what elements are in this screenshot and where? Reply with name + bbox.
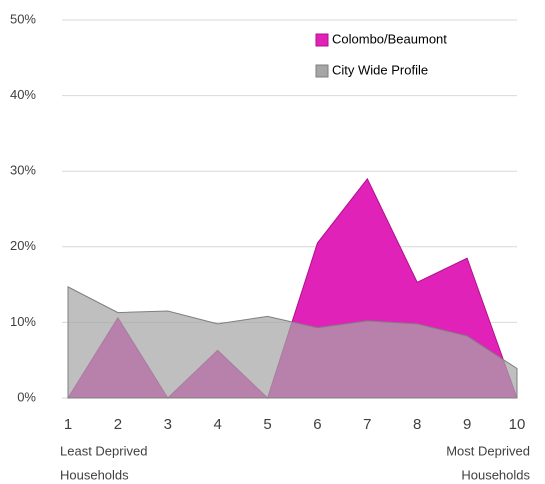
annotation: Least Deprived [60, 443, 147, 458]
x-tick-label: 10 [509, 416, 526, 433]
y-tick-label: 20% [10, 238, 36, 253]
x-tick-label: 7 [363, 416, 371, 433]
x-tick-label: 4 [213, 416, 221, 433]
x-tick-label: 3 [164, 416, 172, 433]
y-tick-label: 10% [10, 314, 36, 329]
x-tick-label: 9 [463, 416, 471, 433]
x-tick-label: 1 [64, 416, 72, 433]
x-tick-label: 8 [413, 416, 421, 433]
y-tick-label: 30% [10, 163, 36, 178]
legend-swatch [315, 33, 329, 47]
annotation: Most Deprived [446, 443, 530, 458]
y-tick-label: 50% [10, 11, 36, 26]
legend-label: City Wide Profile [332, 62, 428, 77]
legend-label: Colombo/Beaumont [332, 31, 447, 46]
x-tick-label: 5 [263, 416, 271, 433]
annotation: Households [60, 467, 129, 482]
y-tick-label: 0% [17, 389, 36, 404]
area [67, 286, 518, 399]
legend-swatch [315, 64, 329, 78]
annotation: Households [461, 467, 530, 482]
x-tick-label: 6 [313, 416, 321, 433]
x-tick-label: 2 [114, 416, 122, 433]
y-tick-label: 40% [10, 87, 36, 102]
